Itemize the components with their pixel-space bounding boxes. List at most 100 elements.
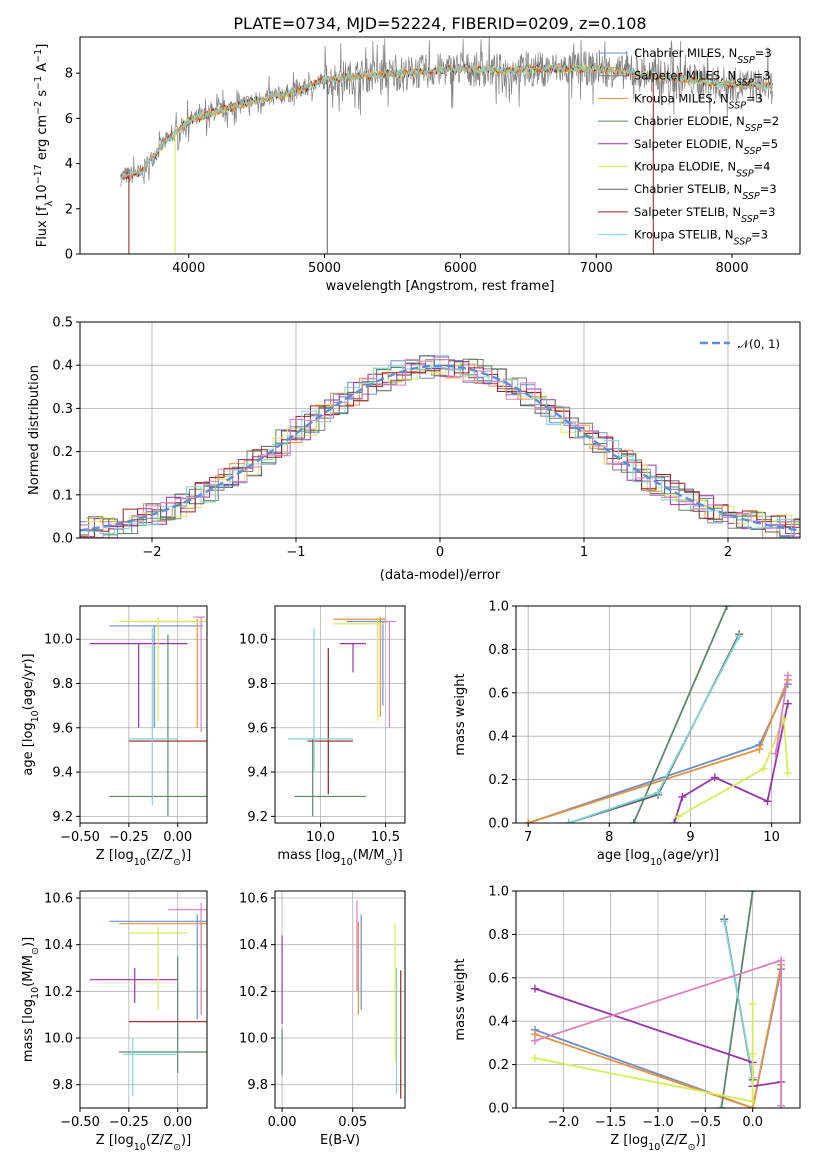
x-tick-label: −2.0 — [548, 1115, 580, 1130]
histogram-step-line — [85, 363, 800, 538]
series-line — [568, 635, 740, 823]
data-point-marker — [710, 773, 719, 782]
y-axis-label: mass [log10(M/M⊙)] — [21, 937, 41, 1062]
legend-label: Salpeter STELIB, NSSP=3 — [634, 205, 775, 225]
histogram-step-line — [80, 361, 800, 538]
y-tick-label: 10.2 — [239, 985, 268, 1000]
data-point-marker — [530, 984, 539, 993]
x-tick-label: 7000 — [580, 261, 613, 276]
legend-label: 𝒩(0, 1) — [738, 337, 780, 351]
histogram-step-line — [80, 356, 800, 538]
x-tick-label: 0.00 — [163, 1115, 192, 1130]
x-tick-label: 0.00 — [268, 1115, 297, 1130]
histogram-step-line — [80, 355, 800, 538]
data-point-marker — [564, 819, 573, 823]
x-tick-label: 10.5 — [371, 830, 400, 845]
series-line — [723, 921, 754, 1078]
y-tick-label: 6 — [65, 112, 73, 127]
data-point-marker — [777, 956, 786, 965]
y-tick-label: 0.1 — [52, 488, 73, 503]
y-tick-label: 10.2 — [44, 985, 73, 1000]
y-tick-label: 0.0 — [52, 532, 73, 547]
y-tick-label: 9.4 — [247, 766, 268, 781]
y-tick-label: 9.8 — [52, 677, 73, 692]
legend-label: Chabrier MILES, NSSP=3 — [634, 46, 772, 66]
legend-label: Chabrier STELIB, NSSP=3 — [634, 182, 777, 202]
y-tick-label: 9.4 — [52, 766, 73, 781]
x-tick-label: 0.05 — [338, 1115, 367, 1130]
x-tick-label: 0 — [436, 545, 444, 560]
x-tick-label: 0.0 — [742, 1115, 763, 1130]
plot-area — [89, 616, 207, 817]
axes-frame — [515, 605, 801, 824]
y-tick-label: 0.5 — [52, 316, 73, 331]
x-tick-label: −0.5 — [690, 1115, 722, 1130]
x-tick-label: 8 — [605, 830, 613, 845]
x-tick-label: −0.50 — [60, 1115, 100, 1130]
y-tick-label: 0.6 — [488, 686, 509, 701]
y-tick-label: 9.2 — [52, 810, 73, 825]
axes-frame — [79, 605, 208, 824]
y-tick-label: 4 — [65, 157, 73, 172]
x-axis-label: Z [log10(Z/Z⊙)] — [96, 1133, 191, 1153]
y-tick-label: 2 — [65, 202, 73, 217]
spectrum-model-line — [120, 63, 773, 181]
mass-vs-metallicity-panel: −0.50 −0.25 0.00 9.8 10.0 10.2 10.4 10.6 Z [log1… — [21, 890, 208, 1153]
y-axis-label: Flux [fλ10−17 erg cm−2 s−1 A−1] — [33, 44, 55, 248]
x-tick-label: 10.0 — [306, 830, 335, 845]
x-axis-label: age [log10(age/yr)] — [597, 848, 719, 868]
y-tick-label: 0 — [65, 248, 73, 263]
data-point-marker — [783, 769, 792, 778]
y-tick-label: 9.6 — [52, 721, 73, 736]
x-tick-label: −0.25 — [109, 1115, 149, 1130]
x-tick-label: 9 — [686, 830, 694, 845]
plot-area — [281, 900, 402, 1099]
axes-frame — [274, 605, 406, 824]
y-tick-label: 8 — [65, 67, 73, 82]
x-tick-label: 6000 — [444, 261, 477, 276]
x-axis-label: (data-model)/error — [380, 568, 501, 583]
histogram-step-line — [85, 365, 800, 538]
plot-area — [524, 606, 792, 823]
legend-label: Kroupa MILES, NSSP=3 — [634, 91, 763, 111]
data-point-marker — [783, 699, 792, 708]
y-tick-label: 0.0 — [488, 817, 509, 832]
x-tick-label: 0.00 — [163, 830, 192, 845]
y-axis-label: mass weight — [453, 673, 468, 755]
data-point-marker — [748, 891, 757, 895]
x-tick-label: −1 — [286, 545, 305, 560]
figure-title: PLATE=0734, MJD=52224, FIBERID=0209, z=0… — [233, 14, 646, 33]
series-line — [527, 679, 789, 823]
y-tick-label: 1.0 — [488, 600, 509, 615]
y-tick-label: 0.8 — [488, 643, 509, 658]
series-line — [632, 606, 728, 823]
y-tick-label: 10.0 — [239, 633, 268, 648]
legend-label: Salpeter ELODIE, NSSP=5 — [634, 137, 778, 157]
y-tick-label: 0.6 — [488, 971, 509, 986]
series-line — [534, 1003, 754, 1103]
data-point-marker — [755, 745, 764, 754]
y-tick-label: 9.2 — [247, 810, 268, 825]
legend-label: Kroupa STELIB, NSSP=3 — [634, 228, 768, 248]
data-point-marker — [722, 606, 731, 610]
x-tick-label: −1.5 — [595, 1115, 627, 1130]
data-point-marker — [530, 1036, 539, 1045]
x-tick-label: −0.25 — [109, 830, 149, 845]
x-tick-label: 10 — [763, 830, 780, 845]
x-axis-label: Z [log10(Z/Z⊙)] — [96, 848, 191, 868]
x-tick-label: 2 — [724, 545, 732, 560]
x-axis-label: E(B-V) — [320, 1133, 360, 1148]
age-vs-mass-panel: 10.0 10.5 9.2 9.4 9.6 9.8 10.0 mass [log10(M/M⊙… — [239, 605, 406, 868]
axes-frame — [79, 890, 208, 1109]
series-line — [527, 683, 789, 823]
data-point-marker — [735, 632, 744, 641]
y-axis-label: mass weight — [453, 958, 468, 1040]
mass-weight-vs-age-panel: 7 8 9 10 0.0 0.2 0.4 0.6 0.8 1.0 age [log10(age/yr… — [453, 600, 801, 868]
y-tick-label: 9.6 — [247, 721, 268, 736]
x-tick-label: 7 — [524, 830, 532, 845]
y-tick-label: 0.4 — [52, 359, 73, 374]
data-point-marker — [748, 1049, 757, 1058]
spectrum-panel: 4000 5000 6000 7000 8000 0 2 4 6 8 wavelength [Ang… — [33, 36, 801, 294]
plot-area — [89, 902, 207, 1097]
